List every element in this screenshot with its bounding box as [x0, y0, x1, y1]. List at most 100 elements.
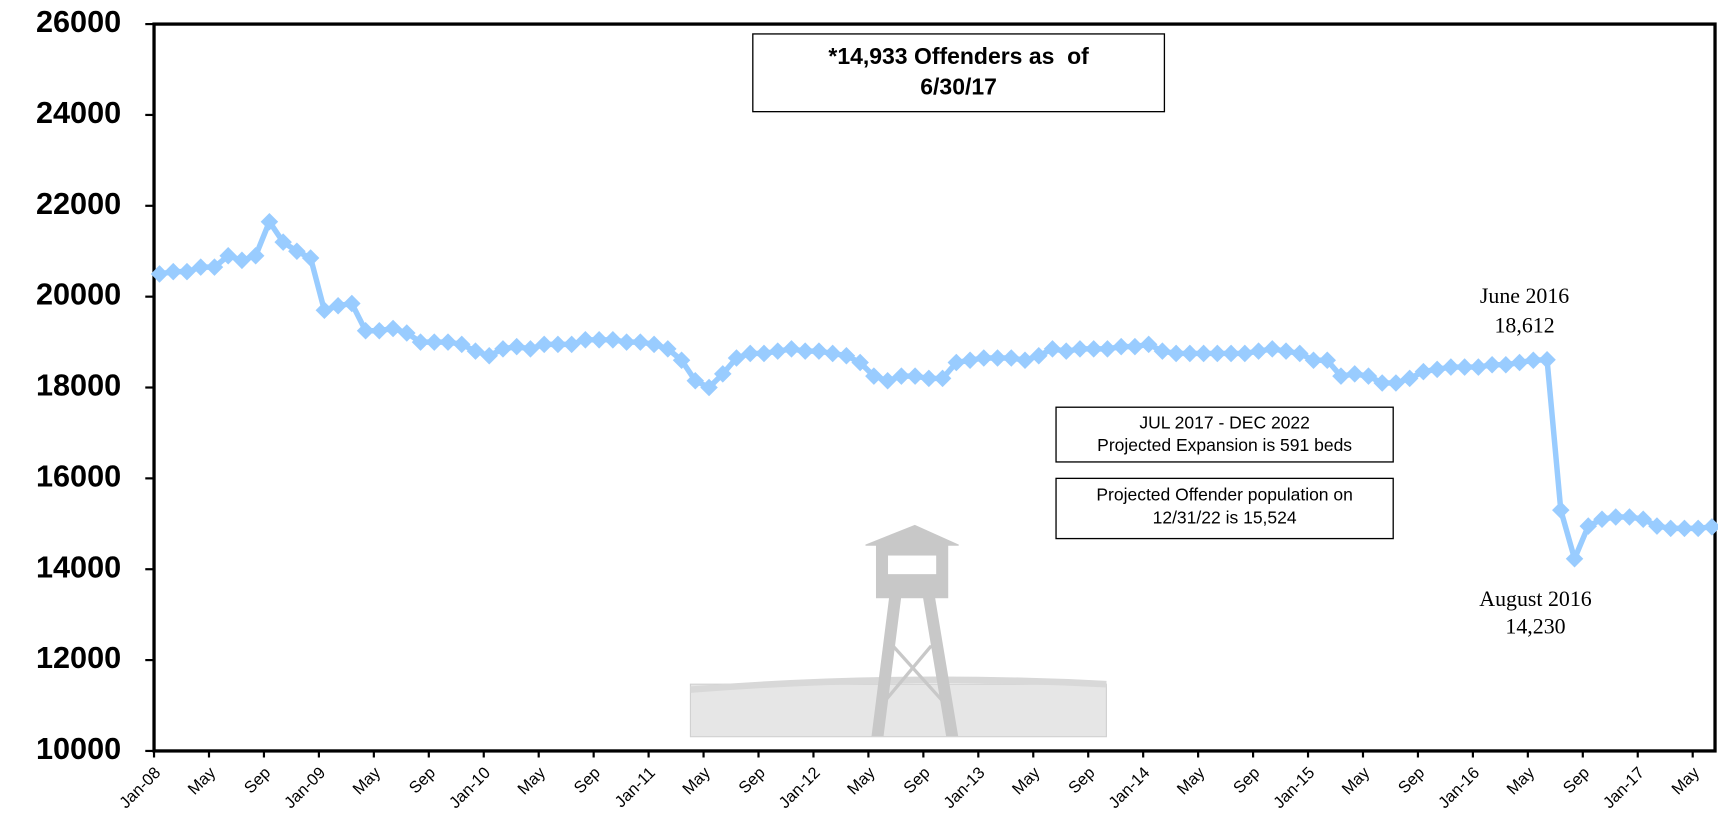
headline-box: *14,933 Offenders as of 6/30/17	[752, 33, 1166, 113]
data-point	[1593, 510, 1611, 529]
data-point	[851, 353, 869, 372]
data-point	[1029, 346, 1048, 365]
data-point	[1359, 367, 1378, 385]
data-point	[1510, 353, 1529, 372]
expansion-box: JUL 2017 - DEC 2022 Projected Expansion …	[1055, 406, 1394, 463]
annotation: 18,612	[1494, 312, 1554, 337]
annotation: June 2016	[1480, 283, 1569, 308]
y-tick-label: 20000	[36, 278, 121, 312]
data-point	[590, 331, 608, 349]
data-point	[576, 331, 595, 349]
y-tick-label: 18000	[36, 369, 121, 403]
x-tick-label: Jan-13	[940, 764, 988, 812]
data-point	[1194, 344, 1213, 363]
y-tick-label: 14000	[36, 550, 121, 584]
x-tick-label: May	[679, 763, 714, 798]
series-line	[159, 218, 1713, 562]
data-point	[1634, 510, 1652, 529]
x-tick-label: Jan-17	[1600, 764, 1648, 812]
data-point	[1277, 342, 1295, 360]
data-point	[672, 351, 691, 370]
data-point	[1057, 342, 1075, 360]
x-tick-label: May	[349, 763, 384, 798]
expansion-text: JUL 2017 - DEC 2022	[1139, 412, 1310, 432]
x-tick-label: Jan-11	[612, 764, 659, 811]
data-point	[1016, 351, 1034, 370]
x-tick-label: May	[1174, 763, 1209, 798]
y-tick-label: 16000	[36, 459, 121, 493]
data-point	[1208, 344, 1227, 363]
projection-text: Projected Offender population on	[1096, 485, 1353, 505]
data-point	[329, 296, 347, 315]
x-tick-label: Jan-16	[1435, 764, 1483, 812]
data-point	[1620, 508, 1639, 526]
x-tick-label: Sep	[735, 764, 768, 797]
data-point	[1236, 344, 1254, 363]
data-point	[617, 333, 636, 351]
x-tick-label: Sep	[1560, 764, 1593, 797]
data-point	[1153, 342, 1172, 360]
data-point	[1002, 349, 1021, 367]
x-tick-label: May	[844, 763, 879, 798]
x-tick-label: May	[185, 763, 220, 798]
data-point	[150, 265, 169, 283]
y-tick-label: 22000	[36, 187, 121, 221]
annotation: August 2016	[1479, 586, 1591, 611]
data-point	[1524, 351, 1543, 370]
data-point	[741, 344, 760, 363]
data-point	[1139, 335, 1158, 354]
data-point	[370, 321, 389, 340]
x-tick-label: May	[514, 763, 549, 798]
data-point	[920, 369, 938, 388]
data-point	[1483, 356, 1501, 374]
data-point	[961, 351, 979, 370]
data-point	[1098, 340, 1117, 358]
data-point	[1428, 360, 1446, 379]
data-point	[1400, 369, 1419, 388]
data-point	[686, 371, 705, 390]
data-point	[521, 340, 540, 358]
data-point	[1181, 344, 1199, 363]
x-tick-label: Sep	[900, 764, 933, 797]
data-point	[343, 294, 361, 313]
data-point	[301, 249, 320, 267]
data-point	[494, 340, 512, 358]
data-point	[507, 337, 526, 356]
data-point	[164, 262, 183, 281]
data-point	[1414, 362, 1433, 381]
data-point	[549, 335, 567, 354]
data-point	[1703, 518, 1718, 536]
data-point	[906, 367, 924, 385]
headline-text: 6/30/17	[920, 74, 997, 100]
data-point	[796, 342, 814, 360]
headline-text: *14,933 Offenders as of	[828, 43, 1089, 69]
x-tick-label: Jan-09	[281, 764, 329, 812]
data-point	[865, 367, 883, 385]
data-point	[562, 335, 581, 354]
data-point	[1291, 344, 1309, 363]
data-point	[1661, 519, 1680, 538]
y-tick-label: 26000	[36, 5, 121, 39]
x-tick-label: May	[1503, 763, 1538, 798]
data-point	[604, 331, 622, 349]
data-point	[1263, 340, 1282, 358]
x-tick-label: Jan-08	[116, 764, 164, 812]
data-point	[933, 369, 952, 388]
expansion-text: Projected Expansion is 591 beds	[1097, 435, 1352, 455]
data-point	[1675, 519, 1694, 538]
x-tick-label: May	[1009, 763, 1044, 798]
data-point	[1222, 344, 1240, 363]
data-point	[1304, 351, 1323, 370]
data-point	[1167, 344, 1185, 363]
data-point	[947, 353, 966, 372]
data-point	[1565, 550, 1584, 568]
x-tick-label: Sep	[571, 764, 604, 797]
data-point	[892, 367, 911, 385]
x-tick-label: Sep	[1395, 764, 1428, 797]
data-point	[246, 247, 265, 265]
data-point	[1689, 519, 1707, 538]
data-point	[1249, 342, 1268, 360]
data-point	[631, 333, 650, 351]
x-tick-label: Jan-14	[1105, 764, 1153, 812]
